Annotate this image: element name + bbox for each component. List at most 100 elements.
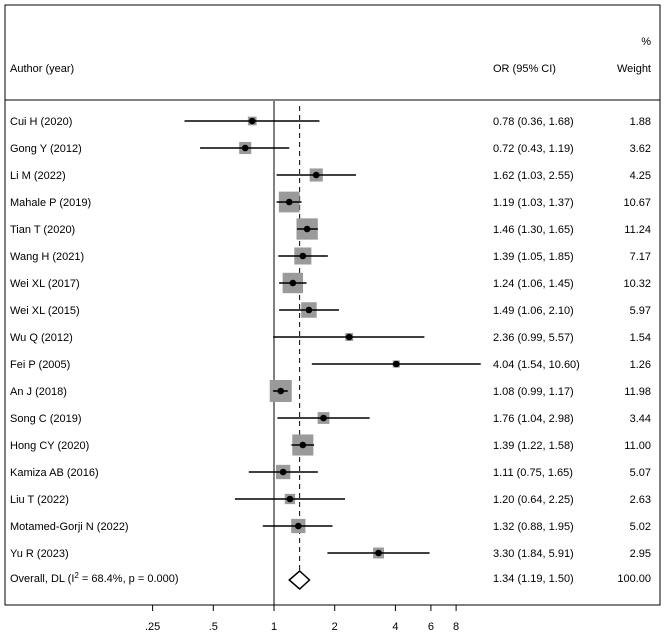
x-tick-label: 8	[453, 621, 459, 633]
overall-or-ci: 1.34 (1.19, 1.50)	[493, 573, 574, 585]
x-tick-label: 4	[392, 621, 398, 633]
header-or-ci: OR (95% CI)	[493, 63, 556, 75]
study-label: Fei P (2005)	[10, 359, 70, 371]
study-rows: Cui H (2020) 0.78 (0.36, 1.68) 1.88 Gong Y …	[10, 116, 651, 560]
study-row: Liu T (2022) 1.20 (0.64, 2.25) 2.63	[10, 493, 651, 506]
study-point-estimate	[277, 387, 285, 395]
study-or-ci: 1.08 (0.99, 1.17)	[493, 386, 574, 398]
study-point-estimate	[279, 468, 287, 476]
study-row: Wu Q (2012) 2.36 (0.99, 5.57) 1.54	[10, 332, 651, 344]
study-label: Gong Y (2012)	[10, 143, 82, 155]
study-label: Wei XL (2015)	[10, 305, 80, 317]
study-or-ci: 1.39 (1.22, 1.58)	[493, 440, 574, 452]
study-row: Li M (2022) 1.62 (1.03, 2.55) 4.25	[10, 168, 651, 182]
study-weight: 5.02	[630, 521, 651, 533]
study-point-estimate	[295, 522, 302, 530]
study-or-ci: 1.39 (1.05, 1.85)	[493, 251, 574, 263]
study-or-ci: 1.11 (0.75, 1.65)	[493, 467, 573, 479]
study-row: Yu R (2023) 3.30 (1.84, 5.91) 2.95	[10, 547, 651, 560]
study-label: Wang H (2021)	[10, 251, 84, 263]
study-label: Liu T (2022)	[10, 494, 69, 506]
study-weight: 11.24	[624, 224, 651, 236]
study-or-ci: 1.46 (1.30, 1.65)	[493, 224, 574, 236]
study-point-estimate	[375, 549, 382, 557]
study-weight: 10.67	[623, 197, 651, 209]
study-row: Cui H (2020) 0.78 (0.36, 1.68) 1.88	[10, 116, 651, 128]
study-row: Kamiza AB (2016) 1.11 (0.75, 1.65) 5.07	[10, 464, 651, 480]
study-row: An J (2018) 1.08 (0.99, 1.17) 11.98	[10, 380, 651, 402]
overall-label: Overall, DL (I2 = 68.4%, p = 0.000)	[10, 571, 179, 585]
study-point-estimate	[345, 333, 353, 341]
study-or-ci: 1.19 (1.03, 1.37)	[493, 197, 574, 209]
study-weight: 11.98	[624, 386, 651, 398]
study-or-ci: 0.72 (0.43, 1.19)	[493, 143, 574, 155]
study-label: Yu R (2023)	[10, 548, 69, 560]
study-weight: 2.95	[630, 548, 651, 560]
overall-row: Overall, DL (I2 = 68.4%, p = 0.000) 1.34…	[10, 569, 651, 591]
study-weight: 2.63	[630, 494, 651, 506]
study-weight: 5.97	[630, 305, 651, 317]
study-label: Motamed-Gorji N (2022)	[10, 521, 129, 533]
study-or-ci: 1.76 (1.04, 2.98)	[493, 413, 574, 425]
study-label: An J (2018)	[10, 386, 67, 398]
study-row: Wei XL (2017) 1.24 (1.06, 1.45) 10.32	[10, 272, 651, 294]
study-row: Fei P (2005) 4.04 (1.54, 10.60) 1.26	[10, 359, 651, 371]
study-row: Wei XL (2015) 1.49 (1.06, 2.10) 5.97	[10, 302, 651, 318]
study-label: Mahale P (2019)	[10, 197, 91, 209]
study-label: Li M (2022)	[10, 170, 66, 182]
study-or-ci: 2.36 (0.99, 5.57)	[493, 332, 574, 344]
study-row: Wang H (2021) 1.39 (1.05, 1.85) 7.17	[10, 247, 651, 265]
study-row: Tian T (2020) 1.46 (1.30, 1.65) 11.24	[10, 218, 651, 240]
study-weight: 4.25	[630, 170, 651, 182]
header-author: Author (year)	[10, 63, 74, 75]
study-point-estimate	[392, 360, 400, 368]
study-label: Wu Q (2012)	[10, 332, 73, 344]
x-tick-label: 1	[271, 621, 277, 633]
x-axis: .25 .5 1 2 4 6 8	[145, 605, 459, 633]
study-weight: 1.26	[630, 359, 651, 371]
header-weight: Weight	[617, 63, 651, 75]
study-point-estimate	[303, 225, 311, 233]
study-label: Cui H (2020)	[10, 116, 72, 128]
study-weight: 3.62	[630, 143, 651, 155]
study-or-ci: 1.20 (0.64, 2.25)	[493, 494, 574, 506]
study-label: Tian T (2020)	[10, 224, 75, 236]
study-label: Song C (2019)	[10, 413, 82, 425]
study-point-estimate	[299, 441, 307, 449]
x-tick-label: 2	[332, 621, 338, 633]
study-point-estimate	[320, 414, 327, 422]
overall-diamond	[288, 569, 311, 591]
study-or-ci: 1.62 (1.03, 2.55)	[493, 170, 574, 182]
study-row: Hong CY (2020) 1.39 (1.22, 1.58) 11.00	[10, 434, 651, 456]
study-point-estimate	[241, 144, 249, 152]
overall-weight: 100.00	[617, 573, 651, 585]
study-weight: 7.17	[630, 251, 651, 263]
study-row: Song C (2019) 1.76 (1.04, 2.98) 3.44	[10, 412, 651, 425]
study-weight: 5.07	[630, 467, 651, 479]
study-weight: 3.44	[630, 413, 651, 425]
header-weight-percent: %	[641, 36, 651, 48]
study-or-ci: 0.78 (0.36, 1.68)	[493, 116, 574, 128]
study-weight: 1.88	[630, 116, 651, 128]
study-point-estimate	[299, 252, 307, 260]
study-point-estimate	[248, 117, 256, 125]
study-or-ci: 1.32 (0.88, 1.95)	[493, 521, 574, 533]
study-point-estimate	[312, 171, 320, 179]
study-point-estimate	[305, 306, 313, 314]
study-or-ci: 1.49 (1.06, 2.10)	[493, 305, 574, 317]
study-row: Mahale P (2019) 1.19 (1.03, 1.37) 10.67	[10, 191, 651, 213]
x-tick-label: .25	[145, 621, 160, 633]
study-point-estimate	[289, 279, 297, 287]
study-row: Motamed-Gorji N (2022) 1.32 (0.88, 1.95) 5…	[10, 518, 651, 534]
x-tick-label: 6	[428, 621, 434, 633]
study-point-estimate	[286, 495, 294, 503]
study-label: Wei XL (2017)	[10, 278, 80, 290]
x-tick-label: .5	[209, 621, 218, 633]
study-weight: 11.00	[624, 440, 651, 452]
study-or-ci: 4.04 (1.54, 10.60)	[493, 359, 580, 371]
study-or-ci: 3.30 (1.84, 5.91)	[493, 548, 574, 560]
study-or-ci: 1.24 (1.06, 1.45)	[493, 278, 574, 290]
study-weight: 10.32	[623, 278, 651, 290]
study-weight: 1.54	[630, 332, 651, 344]
